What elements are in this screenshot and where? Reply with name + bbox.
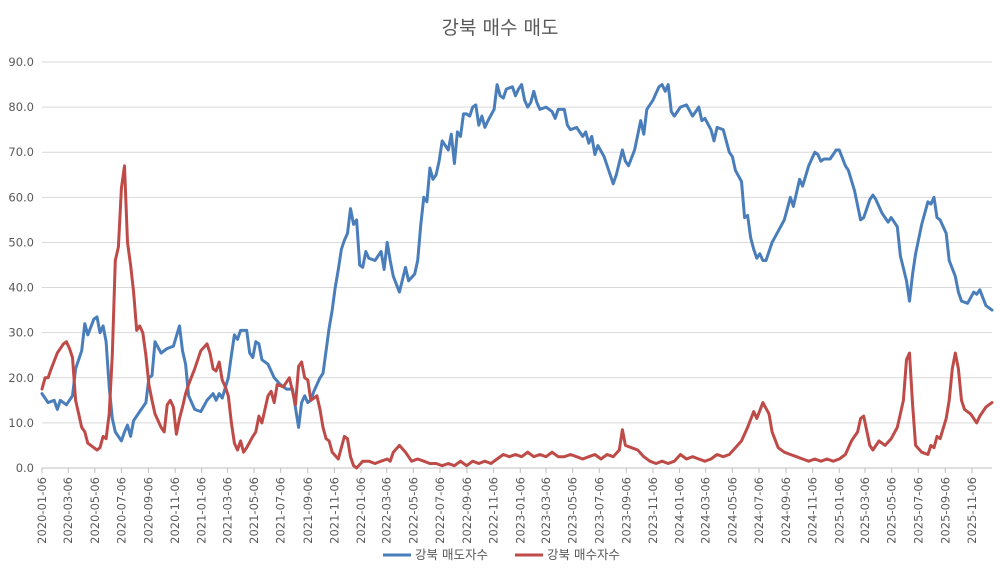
- x-tick-label: 2022-11-06: [487, 477, 501, 544]
- x-tick-label: 2023-01-06: [513, 477, 527, 544]
- x-tick-label: 2024-07-06: [752, 477, 766, 544]
- x-tick-label: 2022-01-06: [354, 477, 368, 544]
- x-tick-label: 2024-05-06: [725, 477, 739, 544]
- x-tick-label: 2024-11-06: [806, 477, 820, 544]
- x-tick-label: 2023-11-06: [646, 477, 660, 544]
- x-tick-label: 2024-03-06: [699, 477, 713, 544]
- x-tick-label: 2024-09-06: [779, 477, 793, 544]
- x-tick-label: 2020-07-06: [114, 477, 128, 544]
- x-tick-label: 2023-05-06: [566, 477, 580, 544]
- x-tick-label: 2025-05-06: [885, 477, 899, 544]
- x-tick-label: 2025-09-06: [938, 477, 952, 544]
- x-tick-label: 2021-07-06: [274, 477, 288, 544]
- x-tick-label: 2020-01-06: [35, 477, 49, 544]
- legend-label: 강북 매도자수: [415, 547, 488, 562]
- chart-title: 강북 매수 매도: [442, 17, 559, 39]
- x-tick-label: 2025-07-06: [911, 477, 925, 544]
- x-tick-label: 2025-11-06: [965, 477, 979, 544]
- y-tick-label: 70.0: [8, 145, 34, 159]
- x-tick-label: 2021-11-06: [327, 477, 341, 544]
- y-tick-label: 60.0: [8, 190, 34, 204]
- y-tick-label: 80.0: [8, 100, 34, 114]
- x-tick-label: 2021-03-06: [220, 477, 234, 544]
- x-tick-label: 2020-09-06: [141, 477, 155, 544]
- x-tick-label: 2022-03-06: [380, 477, 394, 544]
- x-tick-label: 2022-05-06: [406, 477, 420, 544]
- legend-label: 강북 매수자수: [547, 547, 620, 562]
- series-lines: [40, 83, 994, 470]
- x-tick-label: 2021-05-06: [247, 477, 261, 544]
- x-tick-label: 2022-07-06: [433, 477, 447, 544]
- x-tick-label: 2025-03-06: [858, 477, 872, 544]
- series-line-2: [40, 164, 994, 470]
- series-line-1: [40, 83, 994, 443]
- x-axis-ticks: 2020-01-06 2020-03-06 2020-05-06 2020-07-06…: [35, 468, 979, 544]
- legend: 강북 매도자수 강북 매수자수: [383, 547, 620, 562]
- x-tick-label: 2023-09-06: [619, 477, 633, 544]
- x-tick-label: 2023-07-06: [592, 477, 606, 544]
- y-axis-ticks: 0.0 10.0 20.0 30.0 40.0 50.0 60.0 70.0 80.0 90.0: [8, 55, 34, 475]
- x-tick-label: 2020-05-06: [88, 477, 102, 544]
- x-tick-label: 2023-03-06: [539, 477, 553, 544]
- y-tick-label: 20.0: [8, 371, 34, 385]
- y-tick-label: 50.0: [8, 235, 34, 249]
- x-tick-label: 2024-01-06: [673, 477, 687, 544]
- y-tick-label: 30.0: [8, 326, 34, 340]
- x-tick-label: 2021-01-06: [195, 477, 209, 544]
- x-tick-label: 2020-11-06: [168, 477, 182, 544]
- x-tick-label: 2020-03-06: [61, 477, 75, 544]
- y-tick-label: 10.0: [8, 416, 34, 430]
- y-tick-label: 0.0: [16, 461, 34, 475]
- x-tick-label: 2021-09-06: [301, 477, 315, 544]
- x-tick-label: 2022-09-06: [460, 477, 474, 544]
- y-tick-label: 90.0: [8, 55, 34, 69]
- x-tick-label: 2025-01-06: [832, 477, 846, 544]
- gridlines: [42, 61, 992, 469]
- y-tick-label: 40.0: [8, 281, 34, 295]
